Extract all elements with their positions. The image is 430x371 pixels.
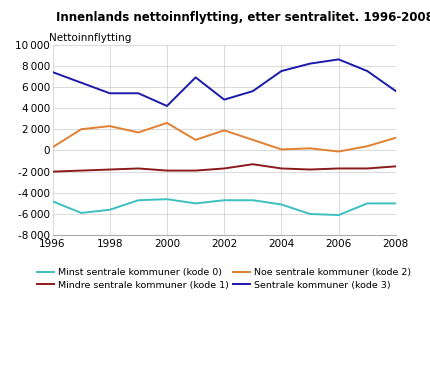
Sentrale kommuner (kode 3) <box>193 75 198 80</box>
Legend: Minst sentrale kommuner (kode 0), Mindre sentrale kommuner (kode 1), Noe sentral: Minst sentrale kommuner (kode 0), Mindre… <box>37 269 410 290</box>
Minst sentrale kommuner (kode 0) <box>193 201 198 206</box>
Text: Innenlands nettoinnflytting, etter sentralitet. 1996-2008: Innenlands nettoinnflytting, etter sentr… <box>56 11 430 24</box>
Noe sentrale kommuner (kode 2) <box>307 146 312 151</box>
Minst sentrale kommuner (kode 0) <box>78 211 83 215</box>
Mindre sentrale kommuner (kode 1) <box>393 164 398 168</box>
Noe sentrale kommuner (kode 2) <box>364 144 369 148</box>
Mindre sentrale kommuner (kode 1) <box>364 166 369 171</box>
Noe sentrale kommuner (kode 2) <box>164 121 169 125</box>
Mindre sentrale kommuner (kode 1) <box>250 162 255 167</box>
Sentrale kommuner (kode 3) <box>364 69 369 73</box>
Noe sentrale kommuner (kode 2) <box>221 128 226 132</box>
Minst sentrale kommuner (kode 0) <box>164 197 169 201</box>
Minst sentrale kommuner (kode 0) <box>393 201 398 206</box>
Sentrale kommuner (kode 3) <box>78 81 83 85</box>
Sentrale kommuner (kode 3) <box>107 91 112 95</box>
Mindre sentrale kommuner (kode 1) <box>50 170 55 174</box>
Minst sentrale kommuner (kode 0) <box>278 202 283 207</box>
Noe sentrale kommuner (kode 2) <box>193 138 198 142</box>
Noe sentrale kommuner (kode 2) <box>278 147 283 152</box>
Minst sentrale kommuner (kode 0) <box>221 198 226 203</box>
Mindre sentrale kommuner (kode 1) <box>335 166 341 171</box>
Sentrale kommuner (kode 3) <box>250 89 255 93</box>
Noe sentrale kommuner (kode 2) <box>107 124 112 128</box>
Minst sentrale kommuner (kode 0) <box>107 207 112 212</box>
Noe sentrale kommuner (kode 2) <box>335 149 341 154</box>
Minst sentrale kommuner (kode 0) <box>135 198 141 203</box>
Line: Mindre sentrale kommuner (kode 1): Mindre sentrale kommuner (kode 1) <box>52 164 395 172</box>
Noe sentrale kommuner (kode 2) <box>78 127 83 131</box>
Mindre sentrale kommuner (kode 1) <box>107 167 112 172</box>
Minst sentrale kommuner (kode 0) <box>335 213 341 217</box>
Line: Sentrale kommuner (kode 3): Sentrale kommuner (kode 3) <box>52 59 395 106</box>
Minst sentrale kommuner (kode 0) <box>50 199 55 204</box>
Line: Noe sentrale kommuner (kode 2): Noe sentrale kommuner (kode 2) <box>52 123 395 151</box>
Mindre sentrale kommuner (kode 1) <box>164 168 169 173</box>
Noe sentrale kommuner (kode 2) <box>393 135 398 140</box>
Sentrale kommuner (kode 3) <box>135 91 141 95</box>
Minst sentrale kommuner (kode 0) <box>364 201 369 206</box>
Minst sentrale kommuner (kode 0) <box>307 212 312 216</box>
Text: Nettoinnflytting: Nettoinnflytting <box>49 33 131 43</box>
Mindre sentrale kommuner (kode 1) <box>307 167 312 172</box>
Mindre sentrale kommuner (kode 1) <box>135 166 141 171</box>
Sentrale kommuner (kode 3) <box>278 69 283 73</box>
Sentrale kommuner (kode 3) <box>393 89 398 93</box>
Noe sentrale kommuner (kode 2) <box>50 145 55 150</box>
Sentrale kommuner (kode 3) <box>307 61 312 66</box>
Mindre sentrale kommuner (kode 1) <box>78 168 83 173</box>
Mindre sentrale kommuner (kode 1) <box>221 166 226 171</box>
Sentrale kommuner (kode 3) <box>221 98 226 102</box>
Noe sentrale kommuner (kode 2) <box>250 138 255 142</box>
Line: Minst sentrale kommuner (kode 0): Minst sentrale kommuner (kode 0) <box>52 199 395 215</box>
Sentrale kommuner (kode 3) <box>164 104 169 108</box>
Minst sentrale kommuner (kode 0) <box>250 198 255 203</box>
Mindre sentrale kommuner (kode 1) <box>193 168 198 173</box>
Sentrale kommuner (kode 3) <box>335 57 341 62</box>
Noe sentrale kommuner (kode 2) <box>135 130 141 135</box>
Sentrale kommuner (kode 3) <box>50 70 55 74</box>
Mindre sentrale kommuner (kode 1) <box>278 166 283 171</box>
